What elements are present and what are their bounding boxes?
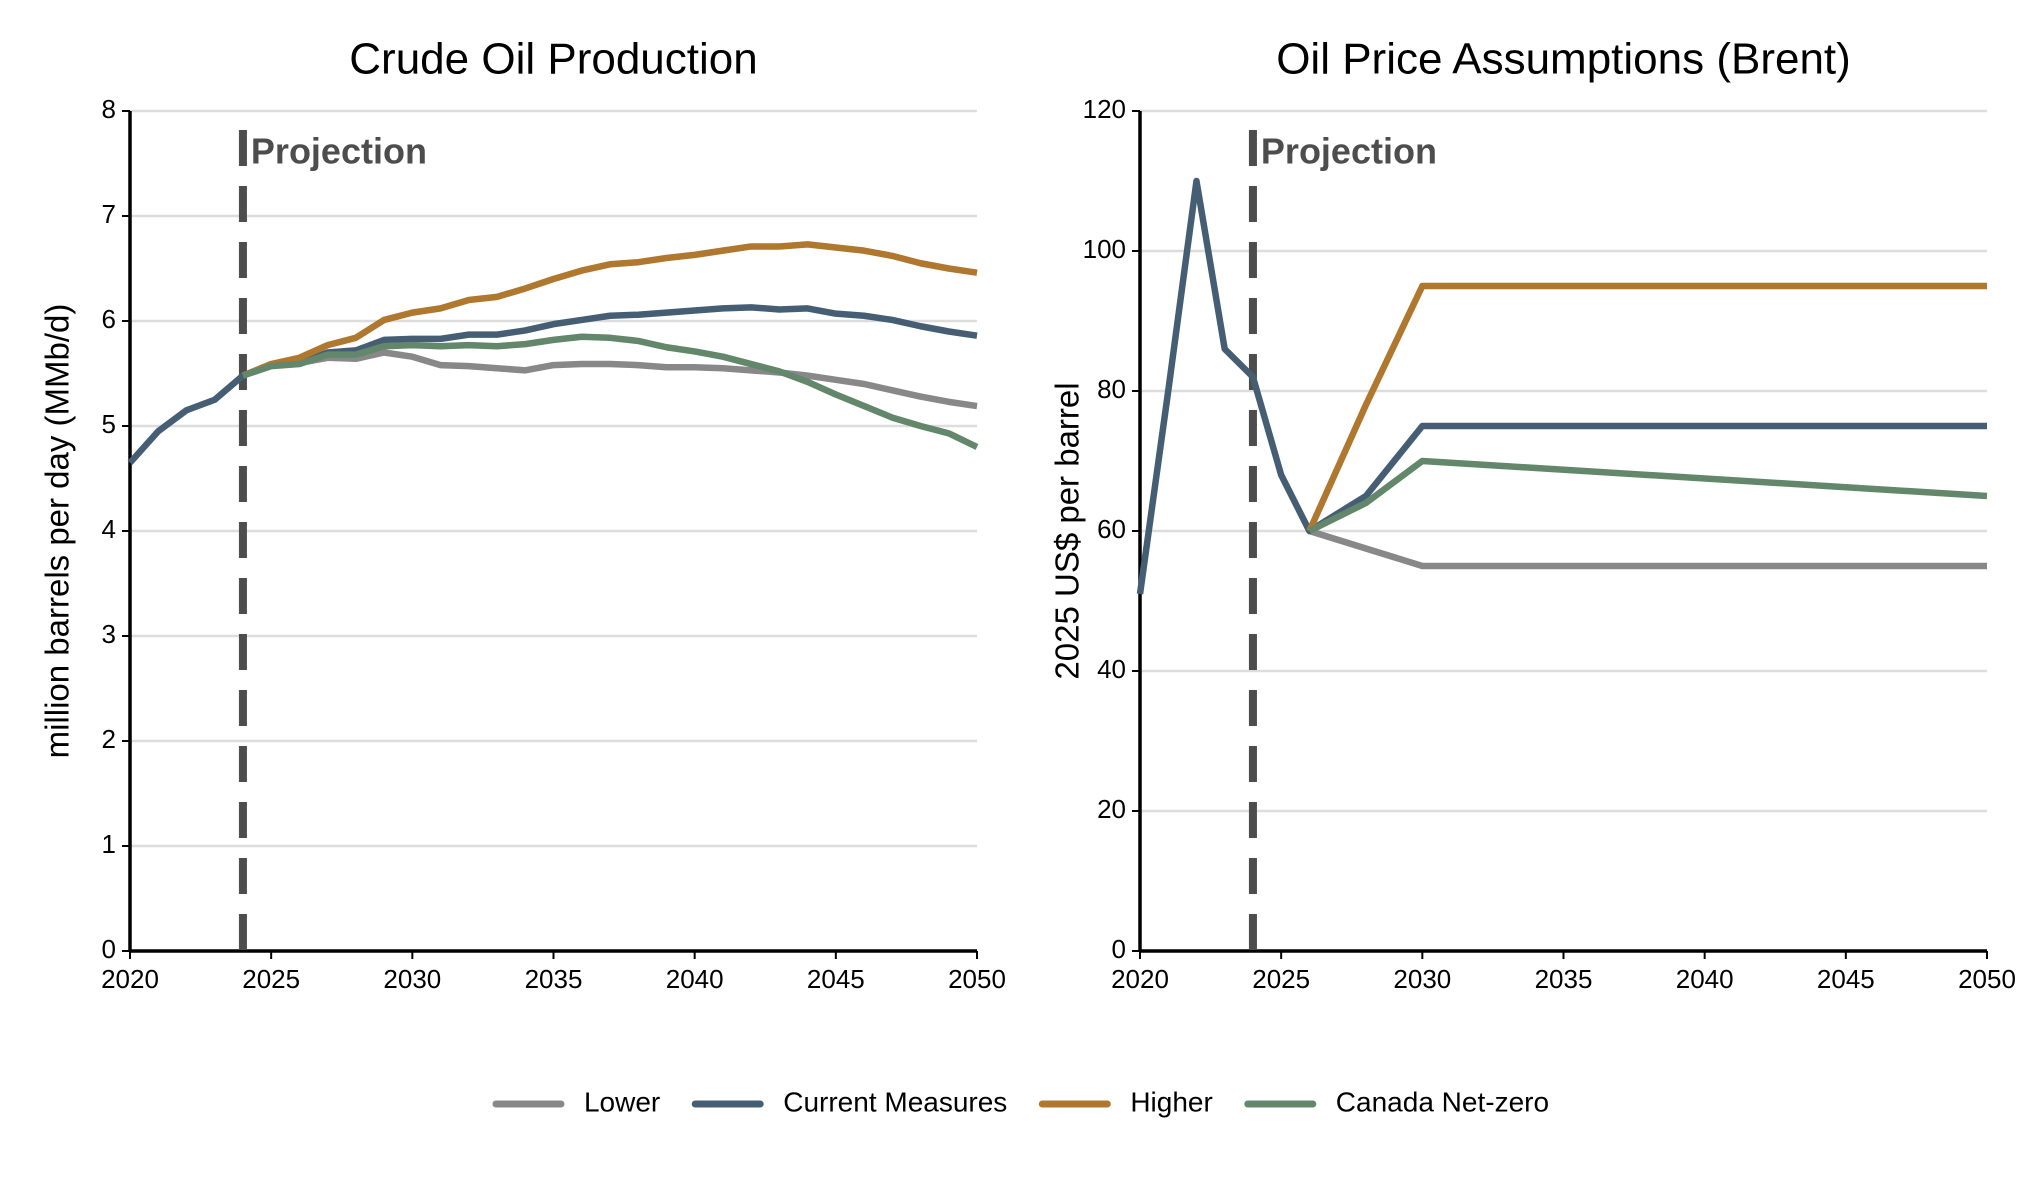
series-line [241,349,978,410]
y-tick-label: 60 [1097,514,1126,544]
series-line [241,333,979,450]
y-axis-label: 2025 US$ per barrel [1049,382,1086,679]
x-tick-label: 2035 [525,964,583,994]
series-line [1306,282,1987,533]
x-tick-label: 2040 [1676,964,1734,994]
x-tick-label: 2030 [1393,964,1451,994]
y-tick-label: 6 [102,304,116,334]
y-tick-label: 0 [102,934,116,964]
x-tick-label: 2030 [383,964,441,994]
y-tick-label: 40 [1097,654,1126,684]
projection-label: Projection [251,131,427,172]
chart-title: Crude Oil Production [349,35,757,84]
legend-label: Canada Net-zero [1336,1086,1549,1117]
x-tick-label: 2050 [948,964,1006,994]
legend-label: Higher [1130,1086,1212,1117]
y-tick-label: 120 [1083,94,1126,124]
x-tick-label: 2050 [1958,964,2016,994]
x-tick-label: 2025 [242,964,300,994]
y-tick-label: 8 [102,94,116,124]
y-tick-label: 1 [102,829,116,859]
x-tick-label: 2020 [1111,964,1169,994]
y-tick-label: 7 [102,199,116,229]
y-tick-label: 2 [102,724,116,754]
x-tick-label: 2045 [1817,964,1875,994]
series-line [1308,527,1987,570]
x-tick-label: 2045 [807,964,865,994]
legend: Lower Current Measures Higher Canada Net-ze… [492,1086,1549,1117]
y-tick-label: 100 [1083,234,1126,264]
series-line [1136,177,1987,595]
chart-panel: Oil Price Assumptions (Brent) 2025 US$ pe… [1049,35,2016,994]
y-tick-label: 0 [1112,934,1126,964]
y-axis-label: million barrels per day (MMb/d) [39,304,76,759]
series-line [1307,457,1988,534]
y-tick-label: 5 [102,409,116,439]
legend-label: Current Measures [783,1086,1007,1117]
chart-title: Oil Price Assumptions (Brent) [1276,35,1851,84]
x-tick-label: 2035 [1535,964,1593,994]
y-tick-label: 3 [102,619,116,649]
y-tick-label: 4 [102,514,116,544]
x-tick-label: 2025 [1252,964,1310,994]
x-tick-label: 2040 [666,964,724,994]
series-line [241,241,978,379]
legend-label: Lower [584,1086,660,1117]
projection-label: Projection [1261,131,1437,172]
chart-panel: Crude Oil Production million barrels per … [39,35,1006,994]
y-tick-label: 80 [1097,374,1126,404]
y-tick-label: 20 [1097,794,1126,824]
x-tick-label: 2020 [101,964,159,994]
